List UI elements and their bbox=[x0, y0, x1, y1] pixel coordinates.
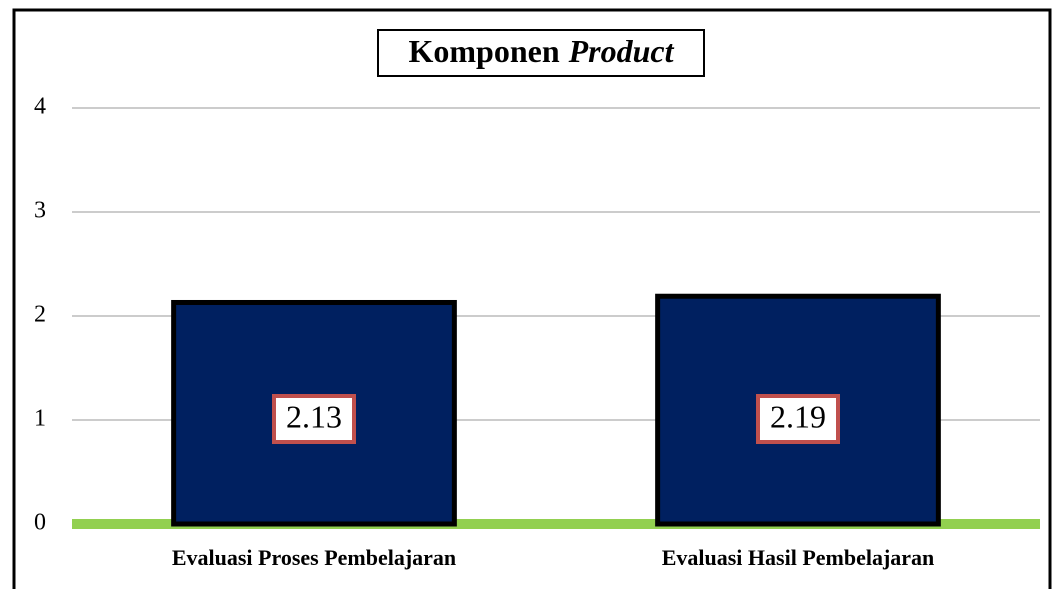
data-label-box bbox=[272, 394, 356, 444]
title-box bbox=[377, 29, 705, 77]
data-label-box bbox=[756, 394, 840, 444]
chart-title: Komponen Product bbox=[408, 33, 674, 69]
x-tick-label: Evaluasi Proses Pembelajaran bbox=[172, 545, 456, 570]
title-italic: Product bbox=[568, 33, 675, 69]
y-tick-label: 1 bbox=[34, 406, 46, 432]
title-text: Komponen bbox=[408, 33, 559, 69]
y-tick-label: 4 bbox=[34, 94, 46, 120]
x-tick-label: Evaluasi Hasil Pembelajaran bbox=[662, 545, 935, 570]
y-tick-label: 3 bbox=[34, 198, 46, 224]
y-tick-label: 0 bbox=[34, 510, 46, 536]
y-tick-label: 2 bbox=[34, 302, 46, 328]
data-label: 2.13 bbox=[286, 398, 342, 434]
data-label: 2.19 bbox=[770, 398, 826, 434]
frame bbox=[12, 8, 1052, 589]
